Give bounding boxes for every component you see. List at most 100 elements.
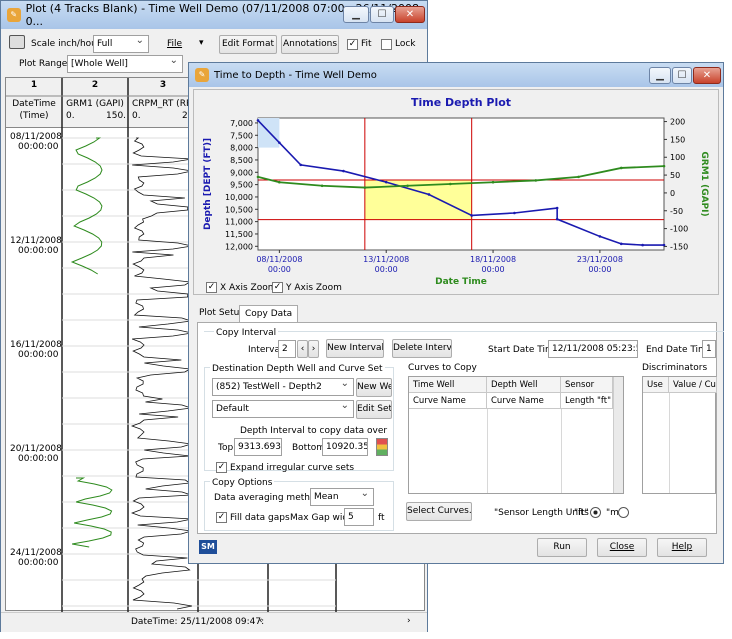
edit-format-button[interactable]: Edit Format xyxy=(219,35,277,54)
depth-point xyxy=(427,193,431,196)
depth-point xyxy=(641,243,644,247)
y2-tick-label: 150 xyxy=(670,135,685,144)
curves-header-sensor[interactable]: Sensor xyxy=(561,377,613,393)
close-dialog-button[interactable]: Close xyxy=(597,538,647,557)
file-dropdown-icon[interactable]: ▾ xyxy=(199,38,204,48)
unit-ft-label: "ft" xyxy=(574,508,589,518)
bottom-depth-field[interactable]: 10920.352 xyxy=(322,438,368,456)
curves-header-time-well[interactable]: Time Well xyxy=(409,377,487,393)
tab-plot-setup[interactable]: Plot Setup xyxy=(199,308,246,318)
fit-checkbox[interactable]: ✓ xyxy=(347,39,358,50)
interval-shade xyxy=(258,118,280,148)
date-label: 16/11/2008 00:00:00 xyxy=(10,340,62,360)
scroll-right-icon[interactable]: › xyxy=(407,616,411,626)
tab-copy-data[interactable]: Copy Data xyxy=(239,305,299,323)
y-axis-zoom-checkbox[interactable]: ✓ xyxy=(272,282,283,293)
color-legend-icon[interactable] xyxy=(376,438,388,456)
start-date-field[interactable]: 12/11/2008 05:23:55 xyxy=(548,340,638,358)
y2-tick-label: 200 xyxy=(670,118,685,127)
y2-tick-label: -150 xyxy=(670,242,688,251)
top-label: Top xyxy=(218,443,234,453)
x-axis-label: Date Time xyxy=(435,277,487,287)
date-label: 12/11/2008 00:00:00 xyxy=(10,236,62,256)
y2-tick-label: 0 xyxy=(670,189,675,198)
max-gap-field[interactable]: 5 xyxy=(344,508,374,526)
edit-sets-button[interactable]: Edit Sets xyxy=(356,400,392,419)
sensor-units-label: "Sensor Length Units xyxy=(494,508,589,518)
maximize-button[interactable]: ☐ xyxy=(370,6,394,23)
print-icon[interactable] xyxy=(9,35,25,49)
maximize-button[interactable]: ☐ xyxy=(672,67,692,84)
x-tick-time: 00:00 xyxy=(375,265,398,274)
x-tick-time: 00:00 xyxy=(482,265,505,274)
col-divider xyxy=(561,409,562,493)
depth-point xyxy=(470,214,473,217)
track-3-number[interactable]: 3 xyxy=(159,80,167,90)
grm-point xyxy=(406,184,409,188)
copy-options-label: Copy Options xyxy=(210,478,275,488)
plot-title-bar: ✎ Plot (4 Tracks Blank) - Time Well Demo… xyxy=(1,1,427,29)
interval-next-button[interactable]: › xyxy=(308,340,319,358)
y-tick-label: 11,500 xyxy=(225,230,253,239)
disc-header-value[interactable]: Value / Curv xyxy=(669,377,717,393)
y-axis-zoom-label: Y Axis Zoom xyxy=(286,283,342,293)
close-button[interactable]: ✕ xyxy=(693,67,721,84)
app-logo-icon: ✎ xyxy=(195,68,209,82)
file-menu[interactable]: File xyxy=(167,39,183,49)
discriminators-grid[interactable]: Use Value / Curv xyxy=(642,376,717,494)
end-date-field[interactable]: 1 xyxy=(702,340,716,358)
expand-irregular-checkbox[interactable]: ✓ xyxy=(216,462,227,473)
close-button[interactable]: ✕ xyxy=(395,6,425,23)
y2-axis-label: GRM1 (GAPI) xyxy=(699,151,709,216)
new-interval-button[interactable]: New Interval xyxy=(326,339,384,358)
grm-point xyxy=(577,175,580,179)
plot-area xyxy=(257,117,665,251)
depth-point xyxy=(555,206,559,210)
annotations-button[interactable]: Annotations xyxy=(281,35,339,54)
gr-trace xyxy=(72,477,113,548)
grm-point xyxy=(491,180,495,184)
run-button[interactable]: Run xyxy=(537,538,587,557)
scroll-left-icon[interactable]: ‹ xyxy=(259,616,263,626)
rpm-trace xyxy=(130,137,193,610)
track-1-sub: (Time) xyxy=(19,111,49,121)
interval-prev-button[interactable]: ‹ xyxy=(297,340,308,358)
track-1-number[interactable]: 1 xyxy=(30,80,38,90)
interval-field[interactable]: 2 xyxy=(278,340,296,358)
unit-ft-radio[interactable] xyxy=(590,507,601,518)
top-depth-field[interactable]: 9313.693 xyxy=(234,438,282,456)
scale-select[interactable]: Full xyxy=(93,35,149,53)
curves-grid[interactable]: Time Well Depth Well Sensor Curve Name C… xyxy=(408,376,624,494)
fit-label: Fit xyxy=(361,39,372,49)
discriminators-label: Discriminators xyxy=(642,363,708,373)
minimize-button[interactable]: ▁ xyxy=(649,67,671,84)
averaging-select[interactable]: Mean xyxy=(310,488,374,506)
fill-gaps-checkbox[interactable]: ✓ xyxy=(216,512,227,523)
grm-point xyxy=(619,166,623,170)
delete-interval-button[interactable]: Delete Interval xyxy=(392,339,452,358)
chart-panel: Time Depth Plot 7,000 7,500 8,000 8,500 9,000… xyxy=(193,89,719,295)
destination-well-select[interactable]: (852) TestWell - Depth2 xyxy=(212,378,354,396)
curves-subheader-time: Curve Name xyxy=(409,393,487,409)
minimize-button[interactable]: ▁ xyxy=(343,6,369,23)
plot-range-select[interactable]: [Whole Well] xyxy=(67,55,183,73)
depth-point xyxy=(299,163,303,167)
date-label: 24/11/2008 00:00:00 xyxy=(10,548,62,568)
destination-label: Destination Depth Well and Curve Set xyxy=(210,364,385,374)
tab-content: Copy Interval Interval 2 ‹ › New Interva… xyxy=(197,322,724,534)
help-button[interactable]: Help xyxy=(657,538,707,557)
gr-trace xyxy=(70,137,103,275)
lock-checkbox[interactable] xyxy=(381,39,392,50)
new-well-button[interactable]: New Well xyxy=(356,378,392,397)
track-2-number[interactable]: 2 xyxy=(91,80,99,90)
disc-header-use[interactable]: Use xyxy=(643,377,669,393)
curves-header-depth-well[interactable]: Depth Well xyxy=(487,377,561,393)
curve-set-select[interactable]: Default xyxy=(212,400,354,418)
unit-m-radio[interactable] xyxy=(618,507,629,518)
x-axis-zoom-checkbox[interactable]: ✓ xyxy=(206,282,217,293)
x-tick-label: 18/11/2008 xyxy=(470,255,516,264)
curves-scrollbar[interactable] xyxy=(613,377,623,493)
time-depth-chart[interactable]: Time Depth Plot 7,000 7,500 8,000 8,500 9,000… xyxy=(194,90,718,296)
select-curves-button[interactable]: Select Curves... xyxy=(406,502,472,521)
grm-point xyxy=(278,180,281,184)
